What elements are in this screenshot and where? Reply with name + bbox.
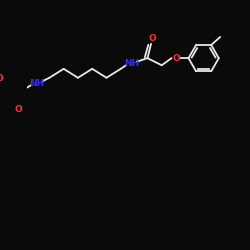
Text: NH: NH — [124, 59, 139, 68]
Text: O: O — [0, 74, 3, 83]
Text: NH: NH — [29, 78, 44, 88]
Text: O: O — [172, 54, 180, 63]
Text: O: O — [148, 34, 156, 43]
Text: O: O — [14, 105, 22, 114]
